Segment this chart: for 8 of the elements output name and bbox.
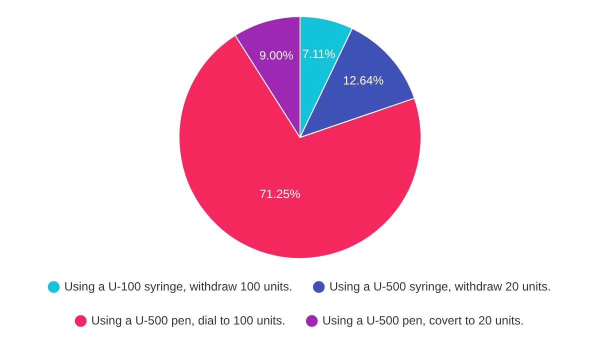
data-label: 7.11% (302, 47, 336, 62)
legend-label: Using a U-500 pen, dial to 100 units. (91, 313, 286, 328)
data-label: 12.64% (342, 74, 384, 88)
legend-label: Using a U-100 syringe, withdraw 100 units. (64, 279, 292, 294)
legend-label: Using a U-500 syringe, withdraw 20 units. (329, 279, 551, 294)
data-label: 9.00% (259, 48, 294, 62)
data-label: 71.25% (260, 186, 301, 201)
legend-label: Using a U-500 pen, covert to 20 units. (322, 313, 524, 328)
